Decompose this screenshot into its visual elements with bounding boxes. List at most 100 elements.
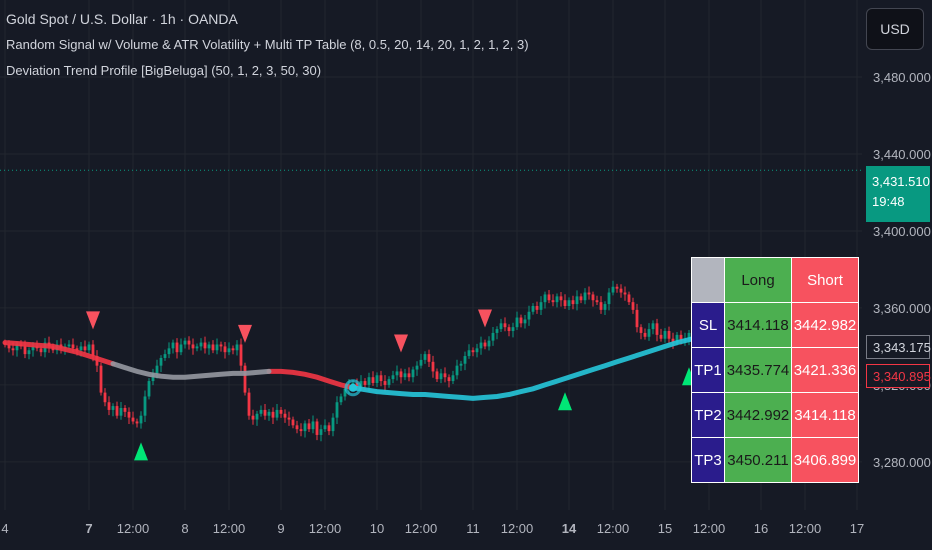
candle-body xyxy=(7,344,11,349)
candle-body xyxy=(287,417,291,420)
candle-body xyxy=(515,317,519,328)
candle xyxy=(263,403,267,420)
candle xyxy=(491,326,495,346)
candle xyxy=(123,405,127,418)
candle-body xyxy=(271,411,275,418)
short-value: 3421.336 xyxy=(791,347,859,393)
candle-body xyxy=(363,381,367,385)
candle-body xyxy=(527,311,531,320)
candle-body xyxy=(227,348,231,353)
candle-body xyxy=(407,373,411,378)
candle xyxy=(179,338,183,356)
candle xyxy=(631,297,635,314)
sell-signal-triangle xyxy=(478,309,492,328)
candle xyxy=(223,341,227,359)
candle-body xyxy=(563,300,567,306)
candle xyxy=(199,338,203,351)
candle-body xyxy=(247,392,251,416)
candle xyxy=(459,360,463,371)
candle-body xyxy=(471,350,475,353)
candle xyxy=(439,368,443,384)
candle xyxy=(111,403,115,417)
candle xyxy=(251,409,255,425)
candle-body xyxy=(131,417,135,422)
candle-body xyxy=(519,317,523,324)
candle xyxy=(275,403,279,421)
candle-body xyxy=(499,323,503,330)
x-axis-tick-label: 9 xyxy=(277,521,284,536)
candle-body xyxy=(443,373,447,378)
candle xyxy=(411,366,415,383)
candle-body xyxy=(487,340,491,347)
candle xyxy=(231,345,235,355)
candle-body xyxy=(679,334,683,341)
candle-body xyxy=(463,356,467,364)
currency-button[interactable]: USD xyxy=(866,8,924,50)
candle-body xyxy=(423,354,427,360)
long-value: 3435.774 xyxy=(724,347,792,393)
candle-body xyxy=(239,344,243,366)
bar-countdown: 19:48 xyxy=(872,194,905,209)
x-axis-tick-label: 8 xyxy=(181,521,188,536)
candle-body xyxy=(547,294,551,301)
candle xyxy=(207,341,211,355)
candle xyxy=(379,370,383,387)
candle xyxy=(139,411,143,429)
candle xyxy=(595,295,599,306)
indicator-legend-random-signal[interactable]: Random Signal w/ Volume & ATR Volatility… xyxy=(6,37,529,52)
indicator-legend-deviation-trend[interactable]: Deviation Trend Profile [BigBeluga] (50,… xyxy=(6,63,322,78)
candle xyxy=(635,303,639,333)
candle-body xyxy=(479,342,483,349)
candle-body xyxy=(83,346,87,351)
x-axis-tick-label: 12:00 xyxy=(693,521,726,536)
row-label: TP3 xyxy=(691,437,725,483)
candle xyxy=(587,286,591,300)
candle xyxy=(447,374,451,388)
candle xyxy=(539,296,543,316)
candle-body xyxy=(379,375,383,382)
x-axis-tick-label: 12:00 xyxy=(597,521,630,536)
candle-body xyxy=(435,371,439,380)
x-axis-tick-label: 10 xyxy=(370,521,384,536)
candle-body xyxy=(279,409,283,414)
y-axis-tick-label: 3,360.000 xyxy=(873,301,931,316)
candle-body xyxy=(459,363,463,366)
candle xyxy=(511,322,515,338)
candle xyxy=(283,409,287,423)
candle xyxy=(323,419,327,433)
x-axis-tick-label: 12:00 xyxy=(117,521,150,536)
candle-body xyxy=(651,323,655,330)
bid-price-tag: 3,340.895 xyxy=(866,364,931,388)
table-corner-cell xyxy=(691,257,725,303)
candle xyxy=(499,318,503,332)
candle-body xyxy=(115,406,119,416)
candle-body xyxy=(195,346,199,349)
candle xyxy=(227,342,231,356)
candle-body xyxy=(203,342,207,349)
candle-body xyxy=(387,379,391,385)
candle-body xyxy=(259,409,263,414)
candle xyxy=(183,337,187,349)
candle xyxy=(567,297,571,311)
candle-body xyxy=(367,377,371,385)
candle-body xyxy=(507,327,511,332)
candle-body xyxy=(163,354,167,358)
candle xyxy=(427,349,431,368)
candle-body xyxy=(631,302,635,310)
candle-body xyxy=(603,304,607,310)
candle xyxy=(611,280,615,296)
candle xyxy=(107,396,111,416)
candle xyxy=(143,390,147,423)
candle-body xyxy=(307,423,311,430)
candle-body xyxy=(663,331,667,339)
y-axis-tick-label: 3,480.000 xyxy=(873,70,931,85)
trend-line-bearish xyxy=(266,368,356,391)
candle xyxy=(651,320,655,335)
candle-body xyxy=(399,371,403,378)
candle xyxy=(27,347,31,360)
candle-body xyxy=(395,371,399,376)
candle xyxy=(655,318,659,342)
candle xyxy=(303,420,307,438)
candle-body xyxy=(123,408,127,412)
candle xyxy=(599,296,603,314)
